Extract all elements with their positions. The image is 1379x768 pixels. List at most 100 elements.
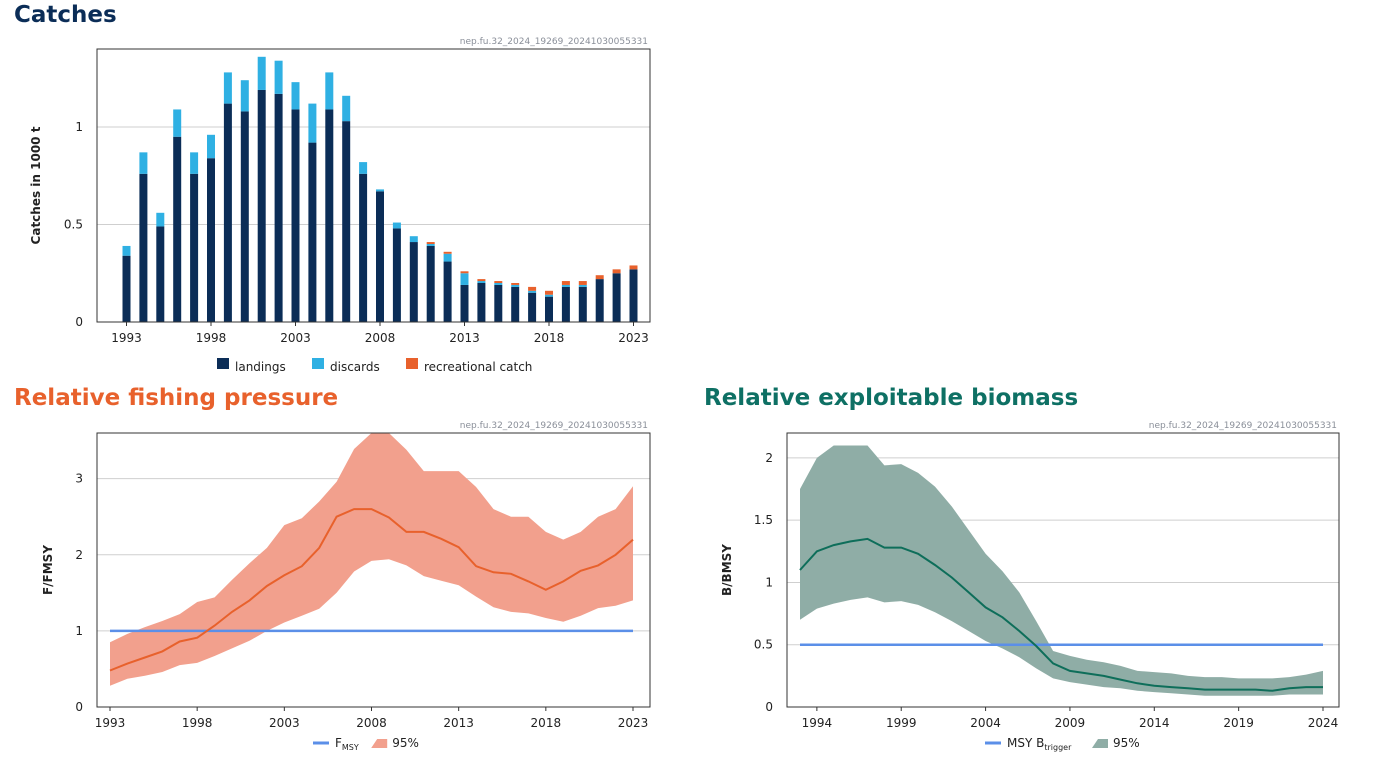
bar-recreational-catch: [528, 286, 537, 291]
bar-landings: [156, 226, 165, 322]
x-tick-label: 1993: [111, 331, 142, 345]
confidence-band-95: [800, 445, 1323, 696]
bar-recreational-catch: [578, 281, 587, 285]
bar-discards: [291, 82, 300, 110]
bar-discards: [443, 253, 452, 262]
x-tick-label: 2014: [1139, 716, 1170, 730]
bar-landings: [494, 284, 503, 322]
chart-watermark: nep.fu.32_2024_19269_20241030055331: [460, 37, 648, 47]
x-tick-label: 2013: [443, 716, 474, 730]
bar-recreational-catch: [426, 242, 435, 244]
bar-discards: [156, 212, 165, 227]
bar-recreational-catch: [511, 283, 520, 285]
legend-label-reference: MSY Btrigger: [1007, 736, 1072, 752]
bar-landings: [612, 273, 621, 322]
legend-swatch: [217, 358, 229, 369]
bar-discards: [240, 80, 249, 112]
bar-landings: [528, 292, 537, 322]
x-tick-label: 2018: [534, 331, 565, 345]
x-tick-label: 2023: [618, 716, 649, 730]
legend-label: discards: [330, 360, 380, 374]
bar-discards: [545, 294, 553, 297]
bar-landings: [257, 89, 266, 322]
x-tick-label: 1998: [182, 716, 213, 730]
bar-landings: [561, 286, 570, 322]
biomass-title: Relative exploitable biomass: [704, 385, 1079, 411]
catches-title: Catches: [14, 2, 117, 28]
bar-discards: [578, 284, 587, 287]
bar-landings: [578, 286, 587, 322]
bar-discards: [528, 290, 537, 293]
bar-landings: [545, 296, 553, 322]
x-tick-label: 1994: [802, 716, 833, 730]
bar-discards: [342, 95, 351, 122]
y-axis-label: Catches in 1000 t: [29, 126, 43, 244]
y-tick-label: 2: [75, 548, 83, 562]
y-tick-label: 0: [75, 315, 83, 329]
bar-recreational-catch: [477, 279, 486, 282]
chart-watermark: nep.fu.32_2024_19269_20241030055331: [1149, 421, 1337, 431]
legend-swatch: [406, 358, 418, 369]
bar-recreational-catch: [629, 265, 638, 270]
bar-landings: [325, 109, 334, 322]
bar-landings: [308, 142, 317, 322]
bar-discards: [494, 283, 503, 285]
plot-frame: [786, 432, 1340, 708]
plot-frame: [96, 48, 651, 323]
bar-discards: [190, 152, 199, 174]
bar-landings: [511, 286, 520, 322]
bar-landings: [139, 173, 148, 322]
estimate-line: [799, 537, 1323, 692]
fishing-pressure-chart: 0 1 2 3 1993 1998 2003 2008 2013 2018 2023 F/FMSY ne…: [41, 421, 651, 752]
bar-discards: [359, 162, 368, 174]
y-tick-label: 0.5: [754, 638, 773, 652]
bar-discards: [409, 236, 418, 243]
bar-recreational-catch: [545, 290, 553, 295]
bar-landings: [190, 173, 199, 322]
bar-landings: [240, 111, 249, 323]
bar-discards: [376, 189, 384, 192]
y-axis-label: B/BMSY: [720, 544, 734, 596]
bar-discards: [223, 72, 232, 104]
x-tick-label: 2009: [1055, 716, 1086, 730]
bar-recreational-catch: [494, 281, 503, 283]
bar-discards: [561, 284, 570, 287]
bar-landings: [629, 269, 638, 322]
bar-discards: [511, 284, 520, 287]
plot-frame: [96, 432, 651, 708]
bar-landings: [223, 103, 232, 322]
bar-landings: [426, 245, 435, 322]
x-tick-label: 2003: [269, 716, 300, 730]
catches-chart: 0 0.5 1 1993 1998 2003 2008 2013 2018 2023 Catches…: [29, 37, 651, 374]
bar-landings: [207, 158, 215, 322]
confidence-band-95: [110, 433, 633, 686]
y-tick-label: 1: [765, 575, 773, 589]
x-tick-label: 1999: [886, 716, 917, 730]
bar-discards: [392, 222, 401, 229]
bar-recreational-catch: [443, 251, 452, 254]
x-tick-label: 2003: [280, 331, 311, 345]
bar-landings: [359, 173, 368, 322]
bar-discards: [139, 152, 148, 174]
legend-label-band: 95%: [1113, 736, 1140, 750]
x-tick-label: 2013: [449, 331, 480, 345]
bar-landings: [392, 228, 401, 322]
bar-landings: [342, 121, 351, 323]
estimate-line: [109, 508, 634, 672]
bar-discards: [207, 134, 215, 159]
bar-landings: [477, 283, 486, 322]
bar-discards: [460, 273, 469, 285]
y-tick-label: 1: [75, 120, 83, 134]
legend-label: landings: [235, 360, 286, 374]
bar-recreational-catch: [561, 281, 570, 285]
x-tick-label: 2008: [356, 716, 387, 730]
x-tick-label: 2023: [618, 331, 649, 345]
bar-discards: [122, 245, 131, 256]
bar-landings: [443, 261, 452, 322]
y-tick-label: 0.5: [64, 218, 83, 232]
x-tick-label: 1998: [196, 331, 227, 345]
bar-landings: [376, 191, 384, 322]
bar-landings: [595, 279, 604, 322]
legend-label: recreational catch: [424, 360, 532, 374]
